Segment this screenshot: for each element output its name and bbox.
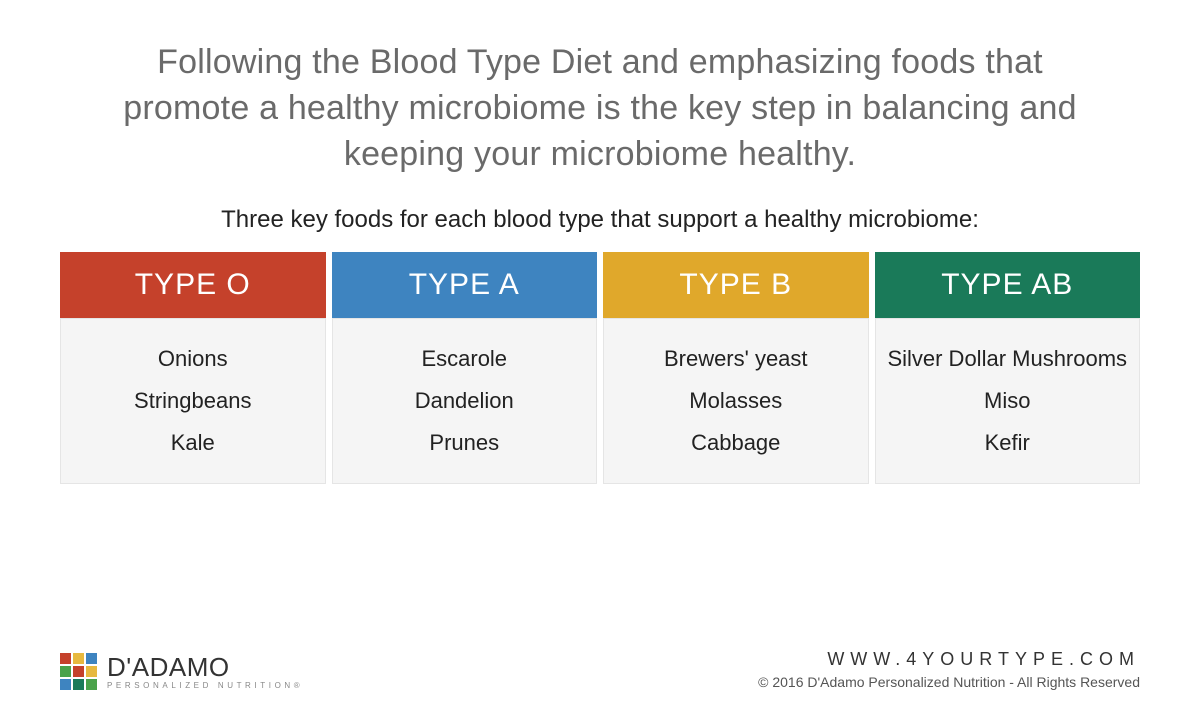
logo-square [73,679,84,690]
logo-main-text: D'ADAMO [107,654,303,680]
footer: D'ADAMO PERSONALIZED NUTRITION® WWW.4YOU… [60,649,1140,690]
food-item: Silver Dollar Mushrooms [887,347,1127,371]
column-type-o: TYPE O Onions Stringbeans Kale [60,252,326,485]
food-item: Dandelion [415,389,514,413]
food-item: Kefir [985,431,1030,455]
logo-square [86,679,97,690]
logo-square [73,666,84,677]
column-header: TYPE A [332,252,598,318]
footer-url: WWW.4YOURTYPE.COM [758,649,1140,670]
column-header: TYPE O [60,252,326,318]
food-item: Brewers' yeast [664,347,808,371]
food-item: Prunes [429,431,499,455]
blood-type-table: TYPE O Onions Stringbeans Kale TYPE A Es… [60,252,1140,485]
logo-sub-text: PERSONALIZED NUTRITION® [107,682,303,690]
column-type-ab: TYPE AB Silver Dollar Mushrooms Miso Kef… [875,252,1141,485]
column-type-a: TYPE A Escarole Dandelion Prunes [332,252,598,485]
logo-square [60,653,71,664]
column-type-b: TYPE B Brewers' yeast Molasses Cabbage [603,252,869,485]
logo-square [73,653,84,664]
logo-text: D'ADAMO PERSONALIZED NUTRITION® [107,654,303,690]
column-body: Brewers' yeast Molasses Cabbage [603,318,869,485]
column-header: TYPE AB [875,252,1141,318]
food-item: Molasses [689,389,782,413]
food-item: Cabbage [691,431,780,455]
column-body: Onions Stringbeans Kale [60,318,326,485]
food-item: Miso [984,389,1030,413]
logo-square [60,679,71,690]
intro-text: Following the Blood Type Diet and emphas… [60,40,1140,178]
column-body: Silver Dollar Mushrooms Miso Kefir [875,318,1141,485]
brand-logo: D'ADAMO PERSONALIZED NUTRITION® [60,653,303,690]
food-item: Onions [158,347,228,371]
footer-copyright: © 2016 D'Adamo Personalized Nutrition - … [758,674,1140,690]
logo-grid-icon [60,653,97,690]
food-item: Stringbeans [134,389,251,413]
column-header: TYPE B [603,252,869,318]
footer-right: WWW.4YOURTYPE.COM © 2016 D'Adamo Persona… [758,649,1140,690]
logo-square [86,666,97,677]
food-item: Escarole [421,347,507,371]
subheading: Three key foods for each blood type that… [60,206,1140,234]
logo-square [86,653,97,664]
column-body: Escarole Dandelion Prunes [332,318,598,485]
food-item: Kale [171,431,215,455]
logo-square [60,666,71,677]
